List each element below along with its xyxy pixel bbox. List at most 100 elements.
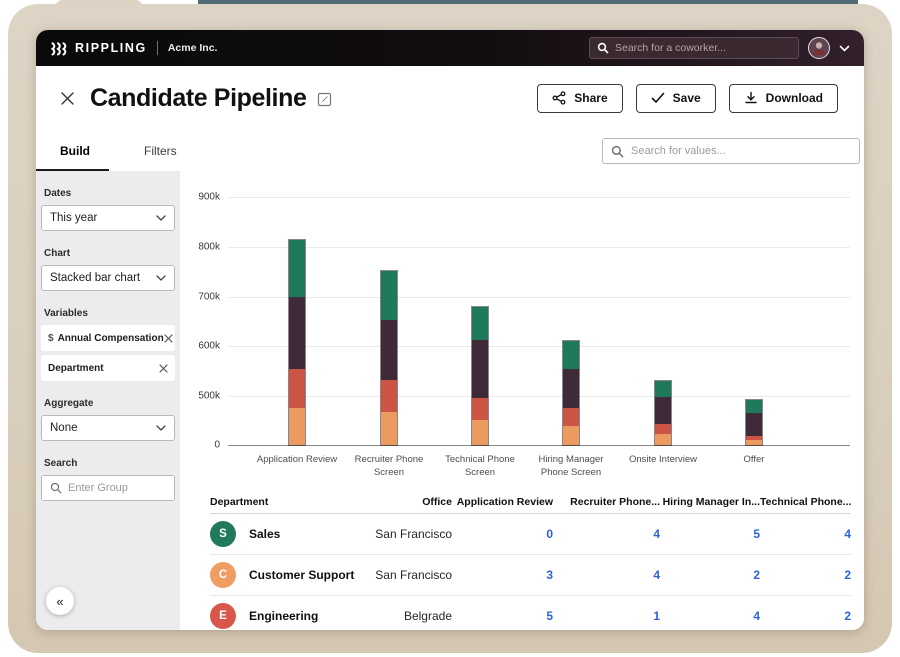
segment-teal[interactable]	[563, 341, 579, 369]
segment-teal[interactable]	[472, 307, 488, 340]
variable-chip: $ Annual Compensation	[41, 325, 175, 351]
share-button-label: Share	[574, 91, 608, 105]
topbar: RIPPLING Acme Inc. Search for a coworker…	[36, 30, 864, 66]
segment-red[interactable]	[655, 424, 671, 434]
count-link[interactable]: 2	[753, 568, 760, 582]
segment-red[interactable]	[289, 369, 305, 408]
stacked-bar[interactable]	[380, 270, 398, 446]
coworker-search-input[interactable]: Search for a coworker...	[589, 37, 799, 59]
segment-teal[interactable]	[655, 381, 671, 397]
company-name: Acme Inc.	[167, 42, 218, 54]
aggregate-select-value: None	[50, 422, 78, 434]
chevron-down-icon	[156, 215, 166, 221]
segment-red[interactable]	[381, 380, 397, 412]
stacked-bar[interactable]	[745, 399, 763, 446]
y-axis-tick-label: 600k	[198, 340, 220, 352]
stacked-bar[interactable]	[471, 306, 489, 446]
table-row: C Customer Support San Francisco 3 4 2 2	[210, 555, 851, 596]
chart-type-select[interactable]: Stacked bar chart	[41, 265, 175, 291]
segment-orange[interactable]	[289, 408, 305, 445]
values-search-input[interactable]: Search for values...	[602, 138, 860, 164]
count-link[interactable]: 1	[653, 609, 660, 623]
account-menu-chevron-down-icon[interactable]	[839, 45, 850, 52]
rename-icon[interactable]	[317, 92, 332, 107]
count-link[interactable]: 4	[844, 527, 851, 541]
count-link[interactable]: 3	[546, 568, 553, 582]
segment-teal[interactable]	[746, 400, 762, 413]
x-axis-category-label: Onsite Interview	[628, 454, 698, 465]
aggregate-select[interactable]: None	[41, 415, 175, 441]
user-avatar[interactable]	[808, 37, 830, 59]
tabs-row: Build Filters Search for values...	[36, 130, 864, 171]
column-header[interactable]: Office	[422, 496, 452, 508]
results-table: Department Office Application Review Recrui…	[180, 491, 864, 630]
chart-label: Chart	[44, 248, 71, 259]
count-link[interactable]: 2	[844, 568, 851, 582]
segment-orange[interactable]	[746, 440, 762, 445]
variable-chip: Department	[41, 355, 175, 381]
y-axis-tick-label: 800k	[198, 241, 220, 253]
segment-plum[interactable]	[381, 320, 397, 380]
column-header[interactable]: Technical Phone...	[760, 496, 852, 508]
save-button[interactable]: Save	[635, 83, 716, 113]
stacked-bar[interactable]	[562, 340, 580, 446]
count-link[interactable]: 0	[546, 527, 553, 541]
segment-plum[interactable]	[472, 340, 488, 398]
remove-variable-icon[interactable]	[159, 363, 168, 373]
page-title: Candidate Pipeline	[90, 83, 307, 112]
y-axis-tick-label: 0	[214, 439, 220, 451]
segment-plum[interactable]	[746, 413, 762, 436]
tab-filters[interactable]: Filters	[144, 143, 177, 158]
rippling-logo-icon	[50, 41, 68, 56]
segment-orange[interactable]	[563, 426, 579, 445]
dates-select[interactable]: This year	[41, 205, 175, 231]
office-cell: Belgrade	[403, 609, 452, 623]
count-link[interactable]: 4	[653, 527, 660, 541]
download-button[interactable]: Download	[728, 83, 838, 113]
segment-red[interactable]	[746, 436, 762, 440]
column-header[interactable]: Department	[210, 496, 269, 508]
coworker-search-placeholder: Search for a coworker...	[615, 42, 726, 54]
segment-orange[interactable]	[472, 420, 488, 445]
segment-plum[interactable]	[655, 397, 671, 424]
column-header[interactable]: Hiring Manager In...	[662, 496, 760, 508]
count-link[interactable]: 5	[753, 527, 760, 541]
share-button[interactable]: Share	[537, 83, 623, 113]
sidebar-collapse-button[interactable]: «	[46, 587, 74, 615]
y-axis-tick-label: 700k	[198, 291, 220, 303]
segment-red[interactable]	[563, 408, 579, 426]
count-link[interactable]: 4	[753, 609, 760, 623]
remove-variable-icon[interactable]	[164, 333, 173, 343]
search-icon	[50, 482, 62, 494]
column-header[interactable]: Application Review	[456, 496, 553, 508]
y-axis-tick-label: 900k	[198, 191, 220, 203]
column-header[interactable]: Recruiter Phone...	[570, 496, 660, 508]
download-icon	[744, 91, 758, 105]
active-tab-underline	[36, 169, 109, 171]
segment-orange[interactable]	[655, 434, 671, 445]
search-icon	[611, 145, 624, 158]
count-link[interactable]: 2	[844, 609, 851, 623]
tab-build[interactable]: Build	[60, 143, 90, 158]
stacked-bar[interactable]	[288, 239, 306, 446]
department-avatar: C	[210, 562, 236, 588]
department-avatar: S	[210, 521, 236, 547]
segment-red[interactable]	[472, 398, 488, 420]
count-link[interactable]: 5	[546, 609, 553, 623]
group-search-input[interactable]: Enter Group	[41, 475, 175, 501]
close-icon[interactable]	[58, 89, 76, 107]
build-sidebar: Dates This year Chart Stacked bar chart	[36, 171, 180, 630]
topbar-divider	[156, 41, 158, 55]
segment-teal[interactable]	[289, 240, 305, 297]
gridline	[228, 297, 850, 298]
table-header: Department Office Application Review Recrui…	[210, 491, 851, 514]
segment-plum[interactable]	[289, 297, 305, 369]
count-link[interactable]: 4	[653, 568, 660, 582]
save-button-label: Save	[672, 91, 701, 105]
stacked-bar[interactable]	[654, 380, 672, 446]
segment-teal[interactable]	[381, 271, 397, 320]
x-axis-category-label: Offer	[743, 454, 765, 465]
segment-orange[interactable]	[381, 412, 397, 445]
segment-plum[interactable]	[563, 369, 579, 408]
y-axis-tick-label: 500k	[198, 390, 220, 402]
